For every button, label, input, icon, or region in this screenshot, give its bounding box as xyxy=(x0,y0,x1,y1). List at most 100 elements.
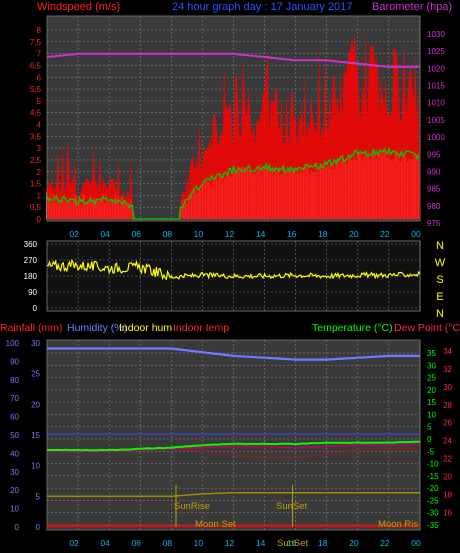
barometer-tick-label: 985 xyxy=(427,185,441,194)
dew-point-tick-label: 26 xyxy=(443,419,452,428)
compass-letter: W xyxy=(435,257,446,269)
x-tick-label: 20 xyxy=(349,229,359,239)
rain-tick-label: 80 xyxy=(10,376,19,385)
barometer-tick-label: 995 xyxy=(427,150,441,159)
x-tick-label: 04 xyxy=(100,538,110,548)
barometer-axis-title: Barometer (hpa) xyxy=(372,1,452,13)
barometer-tick-label: 980 xyxy=(427,202,441,211)
moonrise-label: Moon Ris xyxy=(378,519,418,530)
compass-letter: N xyxy=(436,308,444,320)
legend-humidity: Humidity (%) xyxy=(67,322,127,334)
x-tick-label: 08 xyxy=(163,538,173,548)
x-tick-label: 22 xyxy=(380,538,390,548)
x-tick-label: 14 xyxy=(256,538,266,548)
rain-tick-label: 10 xyxy=(10,505,19,514)
barometer-tick-label: 975 xyxy=(427,219,441,228)
sunrise-label: SunRise xyxy=(174,501,210,512)
direction-tick-label: 0 xyxy=(33,304,38,313)
temperature-tick-label: 20 xyxy=(427,386,436,395)
barometer-tick-label: 990 xyxy=(427,167,441,176)
rain-tick-label: 50 xyxy=(10,431,19,440)
wind-tick-label: 2,5 xyxy=(30,156,42,165)
barometer-tick-label: 1000 xyxy=(427,133,445,142)
wind-tick-label: 3,5 xyxy=(30,132,42,141)
x-tick-label: 08 xyxy=(163,229,173,239)
compass-letter: S xyxy=(436,274,443,286)
x-tick-label: 00 xyxy=(411,538,421,548)
indoor-hum-tick-label: 30 xyxy=(31,339,40,348)
legend-indoor-hum: Indoor hum xyxy=(119,322,172,334)
wind-tick-label: 4 xyxy=(37,121,42,130)
dew-point-line xyxy=(46,443,421,453)
compass-letter: N xyxy=(436,240,444,252)
wind-average-line xyxy=(46,146,420,220)
x-tick-label: 02 xyxy=(69,538,79,548)
direction-tick-label: 360 xyxy=(24,240,38,249)
direction-tick-label: 180 xyxy=(24,272,38,281)
temperature-tick-label: -10 xyxy=(427,460,439,469)
indoor-hum-line xyxy=(47,491,420,498)
direction-tick-label: 90 xyxy=(28,288,37,297)
dew-point-tick-label: 22 xyxy=(443,455,452,464)
wind-tick-label: 5 xyxy=(37,97,42,106)
compass-letter: E xyxy=(436,291,443,303)
legend-dew-point: Dew Point (°C) xyxy=(394,322,460,334)
x-tick-label: 00 xyxy=(411,229,421,239)
rain-tick-label: 0 xyxy=(15,523,20,532)
temperature-tick-label: 10 xyxy=(427,410,436,419)
temperature-tick-label: -25 xyxy=(427,496,439,505)
dew-point-tick-label: 20 xyxy=(443,472,452,481)
wind-tick-label: 1,5 xyxy=(30,180,42,189)
temperature-tick-label: 35 xyxy=(427,349,436,358)
wind-tick-label: 7,5 xyxy=(30,38,42,47)
x-tick-label: 06 xyxy=(132,538,142,548)
indoor-hum-tick-label: 5 xyxy=(36,492,41,501)
indoor-hum-tick-label: 20 xyxy=(31,400,40,409)
dew-point-tick-label: 30 xyxy=(443,383,452,392)
rain-tick-label: 100 xyxy=(6,339,20,348)
indoor-hum-tick-label: 25 xyxy=(31,370,40,379)
temperature-tick-label: -15 xyxy=(427,472,439,481)
x-tick-label: 18 xyxy=(318,229,328,239)
rain-tick-label: 20 xyxy=(10,486,19,495)
temperature-tick-label: -20 xyxy=(427,484,439,493)
x-tick-label: 18 xyxy=(318,538,328,548)
wind-tick-label: 0 xyxy=(37,215,42,224)
temperature-tick-label: -5 xyxy=(427,447,435,456)
humidity-line xyxy=(47,347,420,361)
temperature-tick-label: 5 xyxy=(427,423,432,432)
wind-tick-label: 6,5 xyxy=(30,61,42,70)
temperature-tick-label: 15 xyxy=(427,398,436,407)
x-tick-label: 06 xyxy=(132,229,142,239)
temperature-tick-label: 30 xyxy=(427,361,436,370)
indoor-hum-tick-label: 10 xyxy=(31,462,40,471)
temperature-tick-label: 0 xyxy=(427,435,432,444)
x-tick-label: 14 xyxy=(256,229,266,239)
windspeed-axis-title: Windspeed (m/s) xyxy=(37,1,120,13)
wind-tick-label: 4,5 xyxy=(30,109,42,118)
barometer-tick-label: 1025 xyxy=(427,47,445,56)
x-tick-label: 16 xyxy=(287,538,297,548)
direction-tick-label: 270 xyxy=(24,256,38,265)
chart-marks xyxy=(46,30,421,527)
wind-tick-label: 0,5 xyxy=(30,203,42,212)
sunset-label: SunSet xyxy=(276,501,308,512)
rain-tick-label: 90 xyxy=(10,357,19,366)
x-tick-label: 12 xyxy=(225,538,235,548)
indoor-hum-tick-label: 0 xyxy=(36,523,41,532)
axis-labels: 87,576,565,554,543,532,521,510,501030102… xyxy=(6,26,453,548)
rain-tick-label: 60 xyxy=(10,413,19,422)
temperature-line xyxy=(46,440,421,452)
barometer-tick-label: 1015 xyxy=(427,82,445,91)
x-tick-label: 22 xyxy=(380,229,390,239)
dew-point-tick-label: 18 xyxy=(443,490,452,499)
indoor-hum-tick-label: 15 xyxy=(31,431,40,440)
barometer-tick-label: 1005 xyxy=(427,116,445,125)
x-tick-label: 20 xyxy=(349,538,359,548)
x-tick-label: 10 xyxy=(194,229,204,239)
wind-tick-label: 2 xyxy=(37,168,42,177)
barometer-tick-label: 1020 xyxy=(427,64,445,73)
rain-tick-label: 30 xyxy=(10,468,19,477)
rain-tick-label: 40 xyxy=(10,449,19,458)
